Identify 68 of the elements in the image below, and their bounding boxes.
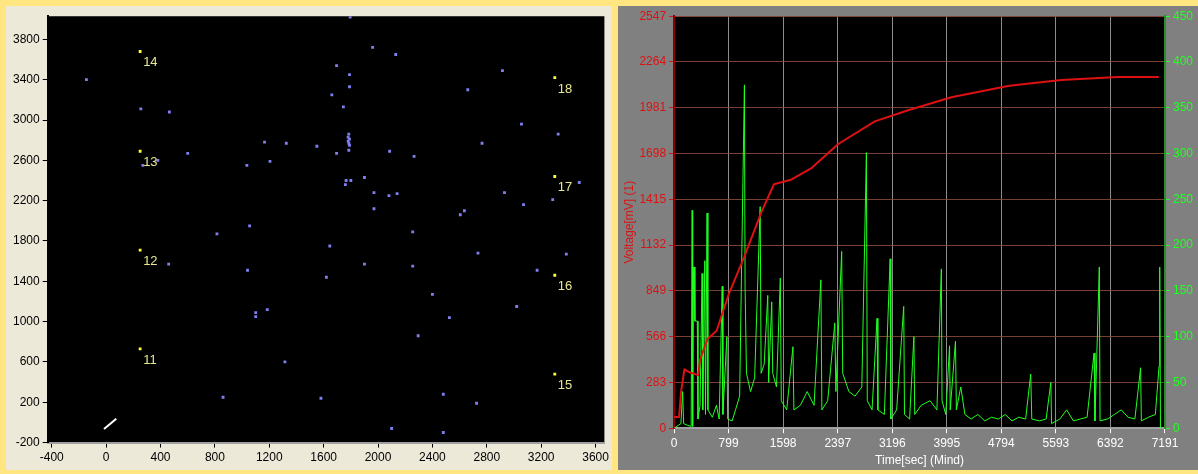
point	[138, 347, 142, 351]
y2-tick-label: 200	[1172, 237, 1194, 252]
y2-tick-label: 300	[1172, 145, 1194, 160]
series-label: 11	[143, 351, 157, 367]
x-tick-label: 5593	[1042, 435, 1070, 450]
series-label: 13	[143, 154, 158, 170]
y2-tick-label: 0	[1172, 420, 1180, 435]
y-axis-title: Voltage[mV] (1)	[621, 180, 636, 264]
point	[553, 76, 557, 80]
y-tick-label: 1132	[640, 237, 667, 252]
y-tick-label: 600	[19, 354, 41, 369]
y-tick-label: 1415	[639, 191, 667, 206]
y2-tick-label: 400	[1172, 54, 1194, 69]
y2-tick-label: 450	[1172, 8, 1194, 23]
y-tick-label: 2547	[639, 8, 667, 23]
y2-tick-label: 50	[1172, 374, 1187, 389]
x-tick-label: 6392	[1097, 435, 1125, 450]
y-tick-label: -200	[15, 434, 41, 449]
x-tick-label: 799	[718, 435, 739, 450]
y-tick-label: 849	[646, 283, 667, 298]
point	[138, 149, 142, 153]
x-tick-label: 2397	[824, 435, 852, 450]
x-tick-label: 3600	[582, 450, 610, 465]
x-tick-label: 3196	[878, 435, 906, 450]
series-label: 12	[143, 253, 158, 269]
y-tick-label: 2200	[12, 192, 41, 207]
y-tick-label: 2264	[639, 54, 667, 69]
y-tick-label: 3000	[12, 112, 41, 127]
x-tick-label: 3200	[527, 450, 555, 465]
x-tick-label: 0	[670, 435, 678, 450]
y2-tick-label: 150	[1172, 283, 1194, 298]
y-tick-label: 3800	[12, 31, 41, 46]
y-tick-label: 1400	[12, 273, 41, 288]
x-tick-label: 3995	[933, 435, 961, 450]
y-tick-label: 1698	[639, 145, 667, 160]
series-label: 14	[143, 54, 158, 70]
y2-tick-label: 350	[1172, 100, 1194, 115]
x-tick-label: 4794	[988, 435, 1016, 450]
x-tick-label: 2000	[364, 450, 392, 465]
x-tick-label: 1200	[255, 450, 283, 465]
x-axis-title: Time[sec] (Mind)	[875, 453, 964, 468]
y-tick-label: 1981	[639, 100, 667, 115]
y-tick-label: 566	[646, 328, 667, 343]
x-tick-label: 800	[204, 450, 226, 465]
y-tick-label: 1000	[12, 313, 41, 328]
point	[553, 175, 557, 178]
point	[553, 273, 557, 277]
y-tick-label: 3400	[12, 72, 41, 87]
x-tick-label: 1598	[769, 435, 797, 450]
series-label: 17	[557, 179, 573, 195]
series-label: 18	[557, 80, 573, 96]
series-label: 15	[557, 377, 573, 393]
series-label: 16	[557, 278, 573, 294]
x-tick-label: 0	[102, 450, 110, 465]
point	[138, 50, 142, 53]
x-tick-label: -400	[39, 450, 65, 465]
y-tick-label: 200	[19, 394, 41, 409]
x-tick-label: 1600	[310, 450, 338, 465]
y2-tick-label: 250	[1172, 191, 1194, 206]
x-tick-label: 2400	[419, 450, 447, 465]
x-tick-label: 2800	[473, 450, 501, 465]
y2-tick-label: 100	[1172, 328, 1194, 343]
y-tick-label: 2600	[12, 152, 41, 167]
x-tick-label: 400	[150, 450, 171, 465]
x-tick-label: 7191	[1151, 435, 1179, 450]
y-tick-label: 1800	[12, 233, 41, 248]
y-tick-label: 0	[659, 420, 667, 435]
y-tick-label: 283	[646, 374, 667, 389]
